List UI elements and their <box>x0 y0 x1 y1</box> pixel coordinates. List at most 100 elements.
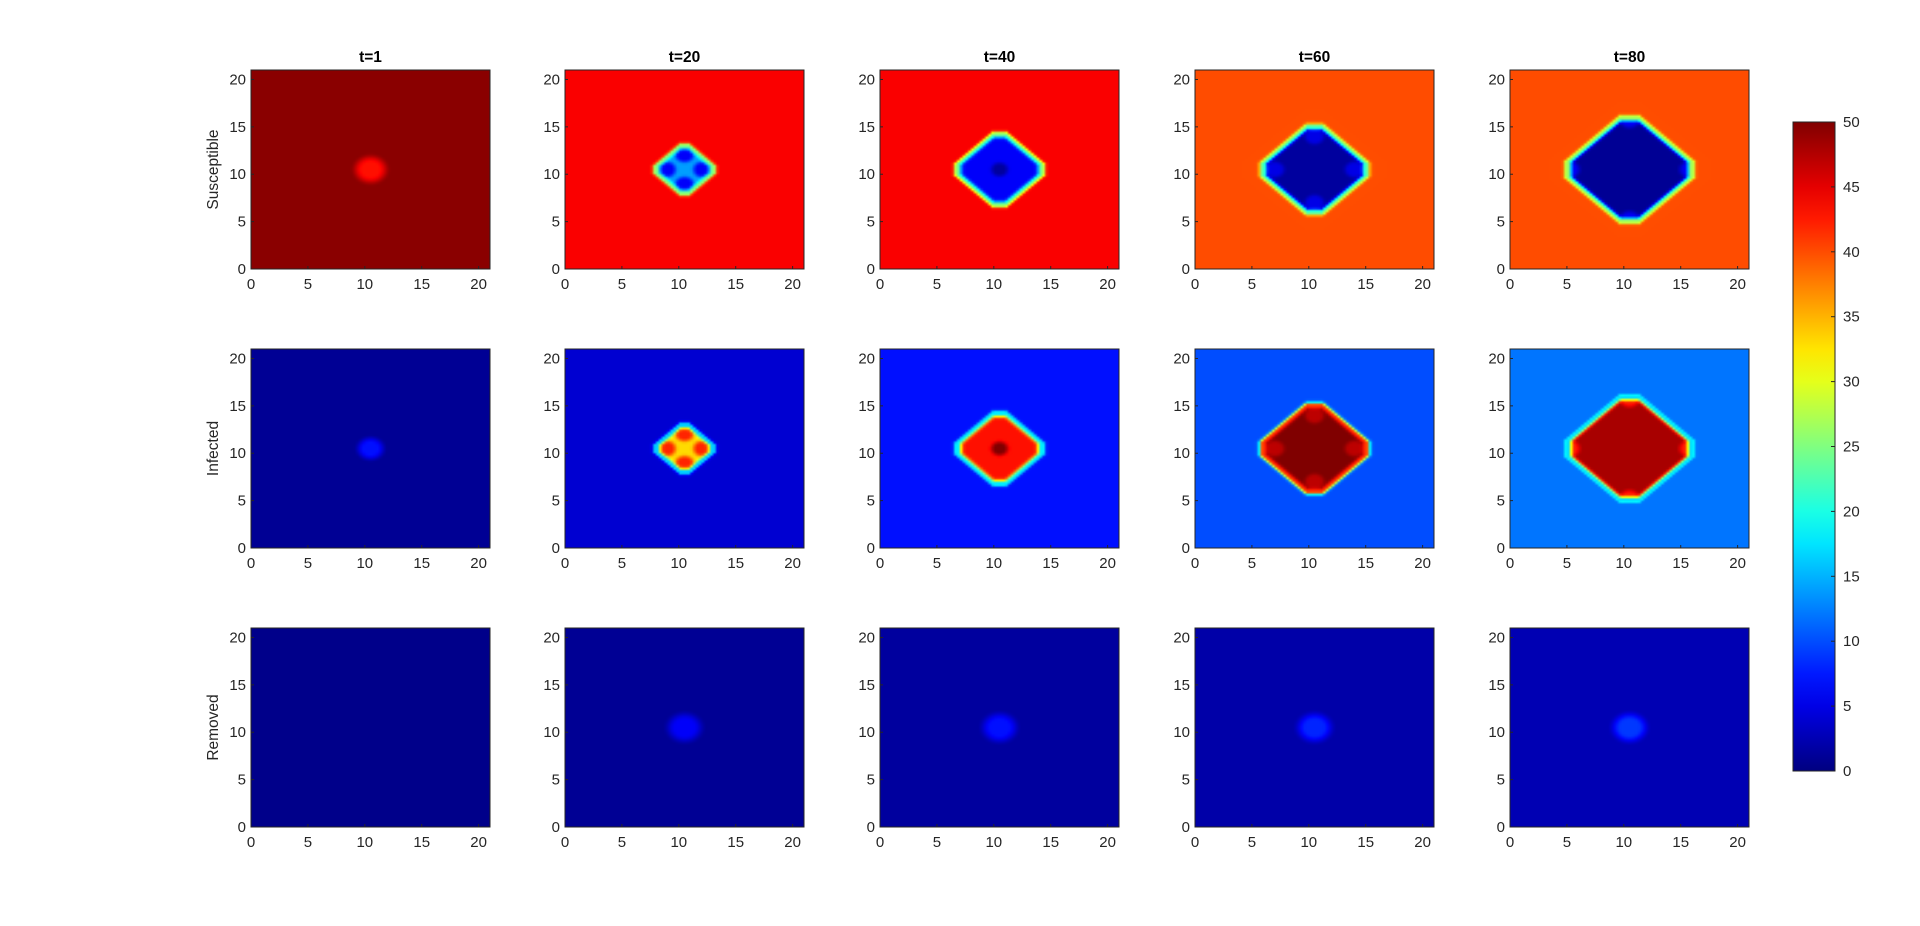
y-tick-label: 0 <box>867 261 875 278</box>
y-tick-label: 15 <box>229 677 246 694</box>
colorbar-tick-label: 30 <box>1843 374 1860 391</box>
y-tick-label: 0 <box>1182 261 1190 278</box>
heatmap-field <box>251 70 490 269</box>
y-tick-label: 5 <box>1497 772 1505 789</box>
y-tick-label: 20 <box>229 350 246 367</box>
axes-box <box>1509 69 1750 270</box>
heatmap-grid: 0 5 10 15 20 0 5 10 15 20 t=1 Susceptible 0 5 10 15 20 0 5… <box>205 49 1750 851</box>
heatmap-field <box>880 628 1119 827</box>
y-tick-label: 5 <box>1182 214 1190 231</box>
heatmap-panel-2-1: 0 5 10 15 20 0 5 10 15 20 <box>543 627 805 851</box>
x-tick-label: 20 <box>784 276 801 293</box>
y-tick-label: 5 <box>867 493 875 510</box>
axes-box <box>250 627 491 828</box>
axes-box <box>1509 627 1750 828</box>
heatmap-panel-2-3: 0 5 10 15 20 0 5 10 15 20 <box>1173 627 1435 851</box>
x-tick-label: 10 <box>356 834 373 851</box>
x-tick-label: 0 <box>876 555 884 572</box>
x-tick-label: 15 <box>1672 276 1689 293</box>
x-tick-label: 15 <box>1357 555 1374 572</box>
x-tick-label: 20 <box>470 555 487 572</box>
y-tick-label: 0 <box>238 540 246 557</box>
x-tick-label: 15 <box>1672 834 1689 851</box>
heatmap-panel-0-3: 0 5 10 15 20 0 5 10 15 20 t=60 <box>1173 49 1435 293</box>
heatmap-panel-1-4: 0 5 10 15 20 0 5 10 15 20 <box>1488 348 1750 572</box>
x-tick-label: 5 <box>618 276 626 293</box>
x-tick-label: 10 <box>670 834 687 851</box>
panel-title: t=1 <box>359 49 382 66</box>
x-tick-label: 0 <box>1191 276 1199 293</box>
colorbar-tick-label: 35 <box>1843 309 1860 326</box>
y-tick-label: 0 <box>1182 540 1190 557</box>
x-tick-label: 15 <box>1042 834 1059 851</box>
y-tick-label: 20 <box>543 71 560 88</box>
colorbar-tick-label: 20 <box>1843 503 1860 520</box>
axes-box <box>1194 69 1435 270</box>
y-tick-label: 0 <box>1182 819 1190 836</box>
row-label: Removed <box>205 694 222 760</box>
x-tick-label: 5 <box>618 834 626 851</box>
x-tick-label: 0 <box>561 276 569 293</box>
x-tick-label: 10 <box>356 276 373 293</box>
heatmap-panel-2-0: 0 5 10 15 20 0 5 10 15 20 Removed <box>205 627 491 851</box>
x-tick-label: 20 <box>1729 276 1746 293</box>
y-tick-label: 5 <box>867 772 875 789</box>
y-tick-label: 15 <box>858 398 875 415</box>
y-tick-label: 20 <box>1488 350 1505 367</box>
y-tick-label: 20 <box>1173 71 1190 88</box>
y-tick-label: 20 <box>1488 71 1505 88</box>
x-tick-label: 15 <box>727 276 744 293</box>
y-tick-label: 20 <box>543 350 560 367</box>
x-tick-label: 0 <box>247 276 255 293</box>
y-tick-label: 10 <box>543 166 560 183</box>
y-tick-label: 20 <box>229 629 246 646</box>
y-tick-label: 15 <box>543 398 560 415</box>
y-tick-label: 5 <box>867 214 875 231</box>
panel-title: t=40 <box>984 49 1015 66</box>
heatmap-field <box>1195 628 1434 827</box>
x-tick-label: 10 <box>1615 834 1632 851</box>
x-tick-label: 10 <box>985 834 1002 851</box>
y-tick-label: 5 <box>1497 214 1505 231</box>
heatmap-panel-1-0: 0 5 10 15 20 0 5 10 15 20 Infected <box>205 348 491 572</box>
x-tick-label: 0 <box>1191 555 1199 572</box>
y-tick-label: 20 <box>1488 629 1505 646</box>
x-tick-label: 20 <box>784 555 801 572</box>
heatmap-panel-0-1: 0 5 10 15 20 0 5 10 15 20 t=20 <box>543 49 805 293</box>
axes-box <box>879 348 1120 549</box>
heatmap-field <box>565 628 804 827</box>
heatmap-field <box>880 349 1119 548</box>
y-tick-label: 0 <box>1497 261 1505 278</box>
x-tick-label: 10 <box>1615 276 1632 293</box>
y-tick-label: 0 <box>552 261 560 278</box>
y-tick-label: 20 <box>543 629 560 646</box>
y-tick-label: 15 <box>1488 398 1505 415</box>
y-tick-label: 15 <box>1173 119 1190 136</box>
y-tick-label: 5 <box>552 493 560 510</box>
x-tick-label: 5 <box>304 834 312 851</box>
x-tick-label: 5 <box>1563 834 1571 851</box>
x-tick-label: 10 <box>985 276 1002 293</box>
heatmap-panel-1-1: 0 5 10 15 20 0 5 10 15 20 <box>543 348 805 572</box>
y-tick-label: 15 <box>1488 677 1505 694</box>
x-tick-label: 0 <box>1506 834 1514 851</box>
axes-box <box>250 348 491 549</box>
x-tick-label: 20 <box>1099 834 1116 851</box>
y-tick-label: 20 <box>229 71 246 88</box>
y-tick-label: 10 <box>1173 445 1190 462</box>
y-tick-label: 0 <box>867 540 875 557</box>
x-tick-label: 0 <box>561 555 569 572</box>
x-tick-label: 20 <box>1414 834 1431 851</box>
axes-box <box>879 627 1120 828</box>
x-tick-label: 10 <box>1300 555 1317 572</box>
axes-box <box>250 69 491 270</box>
axes-box <box>564 627 805 828</box>
x-tick-label: 20 <box>1729 834 1746 851</box>
heatmap-field <box>1510 349 1749 548</box>
y-tick-label: 10 <box>1488 445 1505 462</box>
axes-box <box>564 348 805 549</box>
heatmap-field <box>880 70 1119 269</box>
x-tick-label: 15 <box>413 834 430 851</box>
x-tick-label: 5 <box>1248 555 1256 572</box>
